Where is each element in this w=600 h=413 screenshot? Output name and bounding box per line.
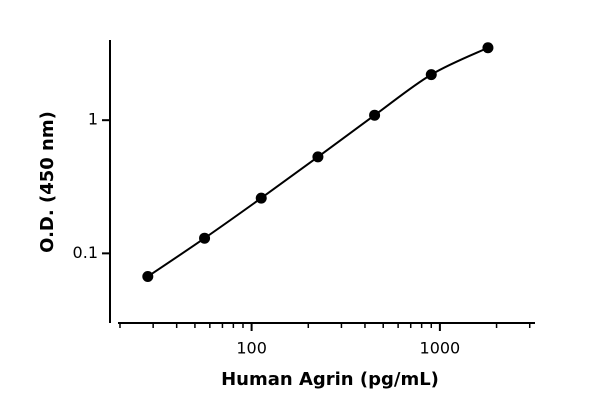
x-axis-label: Human Agrin (pg/mL) xyxy=(221,369,439,390)
data-point xyxy=(312,151,324,163)
y-axis-label: O.D. (450 nm) xyxy=(37,111,58,253)
y-tick-label: 0.1 xyxy=(73,243,98,262)
data-point xyxy=(425,69,437,81)
data-point xyxy=(255,192,267,204)
data-point xyxy=(142,271,154,283)
data-point xyxy=(482,42,494,54)
x-tick-label: 100 xyxy=(236,339,267,358)
x-tick-label: 1000 xyxy=(420,339,461,358)
y-tick-label: 1 xyxy=(88,110,98,129)
data-point xyxy=(199,232,211,244)
data-point xyxy=(369,109,381,121)
